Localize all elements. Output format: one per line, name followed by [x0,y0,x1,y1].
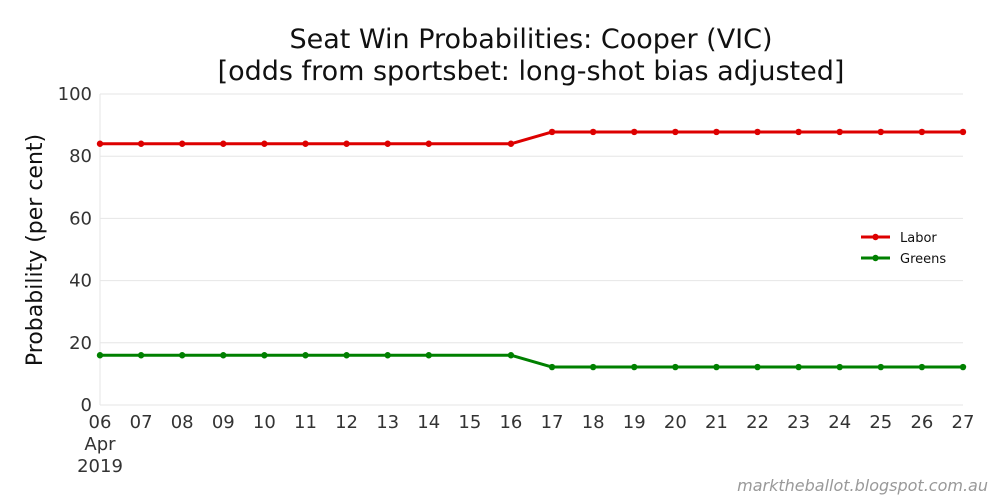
x-tick-label: 17 [541,412,564,433]
data-point-labor [713,128,720,136]
data-point-greens [343,352,350,359]
x-tick-label: 16 [499,412,522,433]
legend-label-greens: Greens [900,252,946,267]
x-tick-label: 18 [582,412,605,433]
data-point-greens [713,363,720,371]
legend: Labor Greens [861,231,946,267]
data-point-greens [672,363,679,371]
series-line-labor [100,130,963,146]
data-point-labor [836,128,843,136]
x-tick-label: 14 [417,412,440,433]
data-point-greens [754,363,761,371]
data-point-labor [754,128,761,136]
x-tick-label: 08 [171,412,194,433]
data-point-greens [795,363,802,371]
data-point-greens [918,363,926,371]
data-point-greens [836,363,843,371]
y-tick-label: 40 [69,271,92,292]
axes: 0 20 40 60 80 100 06 07 08 09 10 11 12 13 14 15 16 17 18 19… [58,84,975,477]
x-tick-label: 15 [458,412,481,433]
data-point-labor [877,128,885,136]
data-point-labor [672,128,679,136]
y-tick-label: 100 [58,84,92,105]
x-tick-label: 13 [376,412,399,433]
x-tick-label: 12 [335,412,358,433]
data-point-greens [877,363,885,371]
legend-label-labor: Labor [900,231,937,246]
data-point-greens [96,352,104,359]
data-point-greens [302,352,309,359]
data-point-labor [96,140,104,147]
data-point-labor [261,140,268,147]
x-tick-label: 09 [212,412,235,433]
chart-title-line: [odds from sportsbet: long-shot bias adj… [218,56,845,87]
data-point-greens [137,352,145,359]
data-point-greens [220,352,227,359]
x-tick-label: 27 [952,412,975,433]
x-tick-sublabel: 2019 [77,456,123,477]
legend-marker-labor [872,233,879,241]
y-axis-label: Probability (per cent) [23,134,48,366]
gridlines [100,93,963,406]
legend-marker-greens [872,254,879,262]
y-tick-label: 20 [69,333,92,354]
data-point-labor [343,140,350,147]
x-tick-label: 20 [664,412,687,433]
x-tick-label: 24 [828,412,851,433]
data-point-labor [384,140,391,147]
data-point-labor [507,140,515,147]
x-tick-sublabel: Apr [84,434,116,455]
data-point-labor [589,128,597,136]
data-point-labor [220,140,227,147]
x-tick-label: 06 [89,412,112,433]
x-tick-label: 19 [623,412,646,433]
x-tick-label: 21 [705,412,728,433]
data-point-labor [137,140,145,147]
x-tick-label: 26 [910,412,933,433]
data-point-greens [425,352,432,359]
series-lines [96,128,967,371]
chart-title: Seat Win Probabilities: Cooper (VIC)[odd… [218,24,845,87]
data-point-greens [261,352,268,359]
data-point-labor [795,128,802,136]
data-point-greens [178,352,186,359]
data-point-labor [959,128,967,136]
watermark: marktheballot.blogspot.com.au [737,476,988,495]
data-point-labor [425,140,432,147]
data-point-labor [918,128,926,136]
data-point-labor [302,140,309,147]
x-tick-label: 22 [746,412,769,433]
x-tick-label: 11 [294,412,317,433]
data-point-greens [507,352,515,359]
x-tick-label: 25 [869,412,892,433]
data-point-labor [548,128,556,136]
x-tick-label: 07 [130,412,153,433]
y-tick-label: 0 [81,395,92,416]
data-point-greens [631,363,638,371]
y-tick-label: 60 [69,208,92,229]
x-tick-label: 23 [787,412,810,433]
chart-title-line: Seat Win Probabilities: Cooper (VIC) [289,24,772,55]
data-point-labor [178,140,186,147]
data-point-greens [548,363,556,371]
data-point-greens [959,363,967,371]
x-tick-label: 10 [253,412,276,433]
data-point-labor [631,128,638,136]
data-point-greens [589,363,597,371]
data-point-greens [384,352,391,359]
y-tick-label: 80 [69,146,92,167]
series-line-greens [100,353,963,369]
